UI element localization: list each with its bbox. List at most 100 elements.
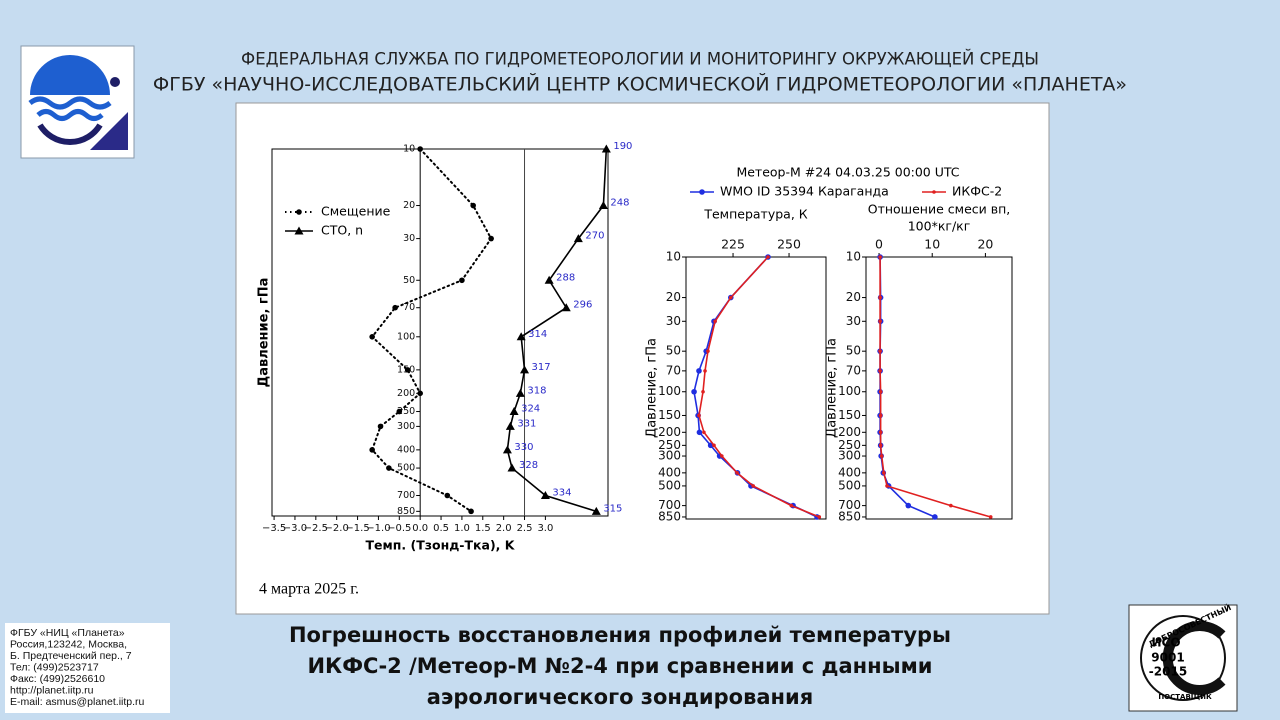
x-axis-label: Отношение смеси вп, bbox=[868, 202, 1011, 217]
y-tick-label: 20 bbox=[403, 200, 415, 211]
marker bbox=[377, 423, 384, 430]
contact-line: Факс: (499)2526610 bbox=[10, 673, 105, 685]
data-label: 288 bbox=[556, 272, 575, 283]
data-label: 318 bbox=[527, 385, 546, 396]
y-tick-label: 100 bbox=[838, 384, 861, 398]
caption-line: Погрешность восстановления профилей темп… bbox=[289, 623, 951, 647]
marker bbox=[988, 515, 993, 519]
y-tick-label: 850 bbox=[838, 509, 861, 523]
marker bbox=[879, 454, 884, 458]
series-line bbox=[693, 256, 818, 518]
x-tick-label: −2.5 bbox=[304, 523, 328, 534]
marker bbox=[396, 408, 403, 415]
marker bbox=[540, 491, 550, 500]
marker bbox=[598, 201, 608, 210]
x-tick-label: 0 bbox=[875, 237, 883, 252]
marker bbox=[878, 319, 882, 324]
x-tick-label: 225 bbox=[721, 237, 745, 252]
marker bbox=[386, 465, 392, 471]
marker bbox=[878, 430, 883, 435]
x-tick-label: 0.0 bbox=[412, 523, 428, 534]
x-tick-label: −1.5 bbox=[345, 523, 369, 534]
y-tick-label: 500 bbox=[838, 478, 861, 492]
marker bbox=[369, 333, 375, 340]
x-tick-label: 0.5 bbox=[433, 523, 449, 534]
data-label: 317 bbox=[532, 362, 551, 373]
y-tick-label: 300 bbox=[658, 449, 681, 463]
y-tick-label: 150 bbox=[658, 408, 681, 422]
y-tick-label: 200 bbox=[658, 425, 681, 439]
marker bbox=[591, 506, 601, 515]
marker bbox=[691, 388, 697, 395]
marker bbox=[520, 365, 530, 374]
data-label: 328 bbox=[519, 460, 538, 471]
contact-line: E-mail: asmus@planet.iitp.ru bbox=[10, 696, 145, 708]
y-tick-label: 70 bbox=[666, 363, 681, 377]
y-tick-label: 400 bbox=[397, 444, 415, 455]
marker bbox=[702, 430, 706, 435]
y-axis-label: Давление, гПа bbox=[825, 338, 840, 438]
legend-label: СТО, n bbox=[321, 223, 363, 238]
marker bbox=[573, 234, 583, 243]
y-tick-label: 10 bbox=[666, 250, 681, 264]
marker bbox=[417, 146, 423, 152]
marker bbox=[505, 421, 515, 430]
marker bbox=[516, 332, 526, 341]
marker bbox=[878, 295, 882, 300]
marker bbox=[696, 429, 703, 436]
marker bbox=[294, 226, 304, 235]
marker bbox=[751, 484, 755, 488]
certificate-logo bbox=[1140, 615, 1226, 701]
marker bbox=[878, 413, 883, 418]
certificate-text: -2015 bbox=[1149, 665, 1187, 679]
data-label: 270 bbox=[585, 231, 604, 242]
x-tick-label: 20 bbox=[977, 237, 993, 252]
y-tick-label: 700 bbox=[397, 490, 415, 501]
marker bbox=[703, 369, 707, 373]
caption-line: аэрологического зондирования bbox=[427, 685, 814, 709]
y-axis-label: Давление, гПа bbox=[257, 278, 272, 388]
marker bbox=[507, 463, 517, 472]
y-tick-label: 300 bbox=[397, 421, 415, 432]
y-tick-label: 250 bbox=[838, 438, 861, 452]
legend-label: WMO ID 35394 Караганда bbox=[720, 184, 889, 199]
data-label: 314 bbox=[528, 329, 547, 340]
y-tick-label: 70 bbox=[403, 302, 415, 313]
x-tick-label: 10 bbox=[924, 237, 940, 252]
marker bbox=[735, 471, 739, 475]
figure-panel bbox=[235, 102, 1050, 615]
contact-line: Б. Предтеченский пер., 7 bbox=[10, 650, 132, 662]
data-label: 296 bbox=[573, 300, 592, 311]
marker bbox=[882, 471, 886, 475]
x-tick-label: −0.5 bbox=[387, 523, 411, 534]
data-label: 248 bbox=[610, 198, 629, 209]
y-tick-label: 30 bbox=[846, 314, 861, 328]
x-tick-label: −3.5 bbox=[262, 523, 286, 534]
contact-line: Тел: (499)2523717 bbox=[10, 661, 99, 673]
series-line bbox=[698, 256, 821, 518]
plot-frame bbox=[685, 256, 827, 520]
marker bbox=[488, 235, 494, 242]
marker bbox=[601, 144, 611, 153]
chart-title: Метеор-М #24 04.03.25 00:00 UTC bbox=[736, 165, 959, 180]
marker bbox=[905, 502, 912, 509]
marker bbox=[468, 508, 474, 515]
y-tick-label: 20 bbox=[846, 290, 861, 304]
y-tick-label: 30 bbox=[666, 314, 681, 328]
data-label: 330 bbox=[514, 442, 533, 453]
y-tick-label: 300 bbox=[838, 449, 861, 463]
marker bbox=[417, 390, 423, 397]
y-tick-label: 10 bbox=[403, 144, 415, 155]
marker bbox=[712, 443, 716, 448]
marker bbox=[878, 255, 882, 259]
data-label: 190 bbox=[613, 141, 632, 152]
data-label: 331 bbox=[517, 418, 536, 429]
contacts: ФГБУ «НИЦ «Планета»Россия,123242, Москва… bbox=[10, 627, 145, 708]
y-tick-label: 700 bbox=[838, 498, 861, 512]
y-tick-label: 850 bbox=[397, 506, 415, 517]
marker bbox=[509, 407, 519, 416]
x-tick-label: 250 bbox=[777, 237, 801, 252]
marker bbox=[878, 369, 882, 373]
header-line: ФЕДЕРАЛЬНАЯ СЛУЖБА ПО ГИДРОМЕТЕОРОЛОГИИ … bbox=[241, 50, 1039, 69]
y-tick-label: 100 bbox=[397, 331, 415, 342]
